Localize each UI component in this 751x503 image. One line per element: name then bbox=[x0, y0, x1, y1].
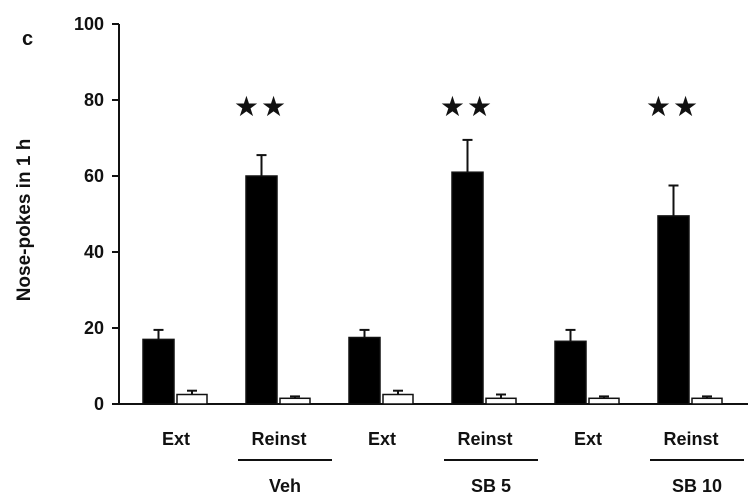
bar-black bbox=[657, 215, 690, 405]
x-tick-label: Ext bbox=[574, 429, 602, 449]
x-axis-labels: Ext Reinst Ext Reinst Ext Reinst bbox=[162, 429, 719, 449]
bar-black bbox=[245, 175, 278, 405]
significance-marker: ★★ bbox=[646, 90, 700, 123]
x-tick-label: Ext bbox=[162, 429, 190, 449]
group-label: Veh bbox=[269, 476, 301, 496]
y-tick-label: 20 bbox=[84, 318, 104, 338]
y-tick-label: 100 bbox=[74, 14, 104, 34]
x-tick-label: Ext bbox=[368, 429, 396, 449]
x-tick-label: Reinst bbox=[663, 429, 718, 449]
bar-white bbox=[279, 397, 311, 405]
x-tick-label: Reinst bbox=[457, 429, 512, 449]
panel-label: c bbox=[22, 28, 33, 50]
y-tick-label: 0 bbox=[94, 394, 104, 414]
bar-white bbox=[382, 393, 414, 405]
bar-white bbox=[588, 397, 620, 405]
y-axis-ticks: 0 20 40 60 80 100 bbox=[74, 14, 119, 414]
y-tick-label: 60 bbox=[84, 166, 104, 186]
bar-white bbox=[176, 393, 208, 405]
bar-white bbox=[691, 397, 723, 405]
y-tick-label: 40 bbox=[84, 242, 104, 262]
x-tick-label: Reinst bbox=[251, 429, 306, 449]
bar-black bbox=[348, 336, 381, 405]
bar-black bbox=[554, 340, 587, 405]
y-axis-title: Nose-pokes in 1 h bbox=[14, 139, 35, 302]
significance-stars: ★★ ★★ ★★ bbox=[234, 90, 700, 123]
significance-marker: ★★ bbox=[234, 90, 288, 123]
group-label: SB 10 bbox=[672, 476, 722, 496]
y-tick-label: 80 bbox=[84, 90, 104, 110]
bar-black bbox=[142, 338, 175, 405]
bars-layer bbox=[142, 138, 723, 405]
bar-black bbox=[451, 171, 484, 405]
significance-marker: ★★ bbox=[440, 90, 494, 123]
group-label: SB 5 bbox=[471, 476, 511, 496]
group-labels: Veh SB 5 SB 10 bbox=[238, 459, 744, 496]
bar-white bbox=[485, 397, 517, 405]
